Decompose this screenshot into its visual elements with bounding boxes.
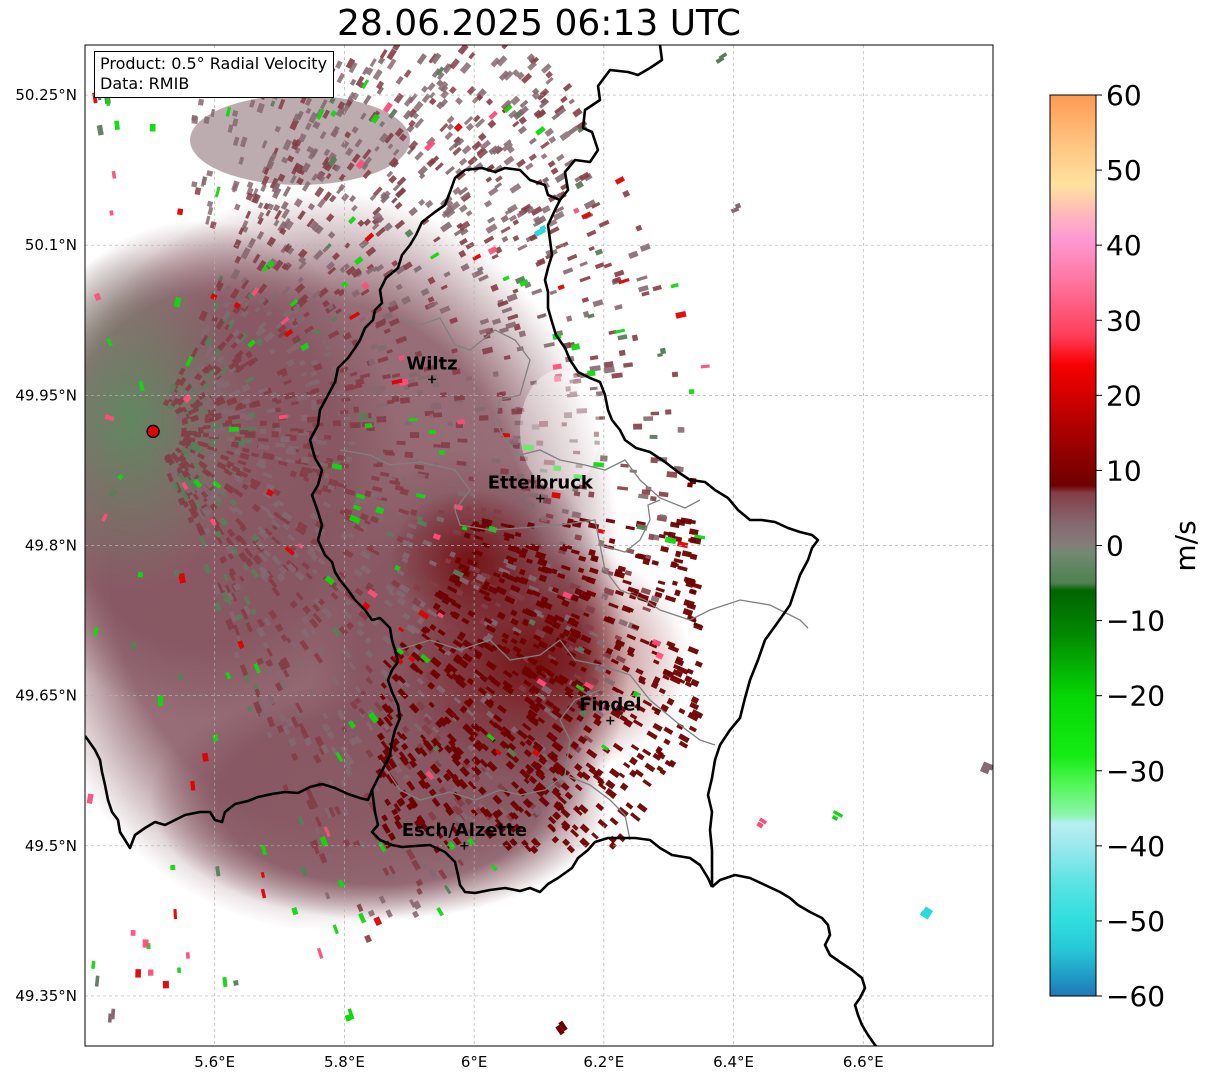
y-tick-label: 49.8°N — [25, 537, 77, 555]
city-markers: Wiltz Ettelbruck Findel Esch/Alzette — [402, 353, 642, 850]
canton-boundary — [599, 544, 809, 629]
city-label: Wiltz — [406, 353, 457, 374]
city-label: Findel — [579, 695, 642, 716]
colorbar-tick-label: −50 — [1106, 905, 1165, 938]
canton-boundary — [397, 639, 716, 746]
city-marker — [606, 716, 615, 725]
colorbar-label: m/s — [1169, 520, 1202, 571]
y-tick-label: 50.25°N — [15, 86, 77, 104]
canton-boundary — [397, 317, 701, 509]
map-gridlines — [85, 45, 993, 1046]
x-tick-label: 5.8°E — [324, 1053, 365, 1071]
longitude-axis: 5.6°E 5.8°E 6°E 6.2°E 6.4°E 6.6°E — [194, 1053, 883, 1071]
colorbar-tick-label: 0 — [1106, 530, 1124, 563]
figure-title: 28.06.2025 06:13 UTC — [336, 3, 742, 44]
x-tick-label: 6°E — [461, 1053, 488, 1071]
latitude-axis: 50.25°N 50.1°N 49.95°N 49.8°N 49.65°N 49.5°N 4… — [15, 86, 77, 1005]
city-label: Ettelbruck — [488, 472, 594, 493]
map-frame — [84, 44, 994, 1047]
colorbar-tick-label: −60 — [1106, 980, 1165, 1013]
colorbar-tick-label: −40 — [1106, 830, 1165, 863]
city-marker — [536, 494, 545, 503]
international-border — [711, 873, 878, 1046]
radar-site-marker — [146, 424, 160, 439]
y-tick-label: 49.95°N — [15, 386, 77, 404]
colorbar-ticks: 60 50 40 30 20 10 0 −10 −20 −30 −40 −50 −60 — [1096, 79, 1165, 1013]
colorbar-tick-label: −30 — [1106, 755, 1165, 788]
colorbar-tick-label: 10 — [1106, 454, 1142, 487]
international-border — [543, 199, 820, 887]
x-tick-label: 6.6°E — [843, 1053, 884, 1071]
colorbar-tick-label: 40 — [1106, 229, 1142, 262]
radar-echo-layer — [85, 45, 993, 1036]
y-tick-label: 49.65°N — [15, 687, 77, 705]
y-tick-label: 50.1°N — [25, 236, 77, 254]
borders-layer — [85, 45, 878, 1046]
product-label: Product: 0.5° Radial Velocity — [100, 54, 328, 73]
colorbar-tick-label: 20 — [1106, 379, 1142, 412]
city-marker — [460, 841, 469, 850]
canton-boundary — [559, 689, 601, 776]
canton-boundary — [339, 449, 661, 553]
international-border — [85, 45, 664, 850]
colorbar-tick-label: −20 — [1106, 680, 1165, 713]
colorbar-tick-label: 50 — [1106, 154, 1142, 187]
city-label: Esch/Alzette — [402, 820, 527, 841]
x-tick-label: 6.2°E — [583, 1053, 624, 1071]
product-info-box: Product: 0.5° Radial Velocity Data: RMIB — [94, 51, 335, 98]
x-tick-label: 6.4°E — [713, 1053, 754, 1071]
colorbar: 60 50 40 30 20 10 0 −10 −20 −30 −40 −50 −60 m/s — [1049, 79, 1202, 1013]
colorbar-tick-label: 30 — [1106, 304, 1142, 337]
international-border — [370, 789, 714, 895]
colorbar-gradient — [1049, 94, 1097, 997]
colorbar-tick-label: 60 — [1106, 79, 1142, 112]
city-marker — [427, 375, 436, 384]
canton-boundary — [379, 759, 631, 841]
colorbar-tick-label: −10 — [1106, 605, 1165, 638]
data-source-label: Data: RMIB — [100, 74, 190, 93]
y-tick-label: 49.35°N — [15, 987, 77, 1005]
x-tick-label: 5.6°E — [194, 1053, 235, 1071]
y-tick-label: 49.5°N — [25, 837, 77, 855]
